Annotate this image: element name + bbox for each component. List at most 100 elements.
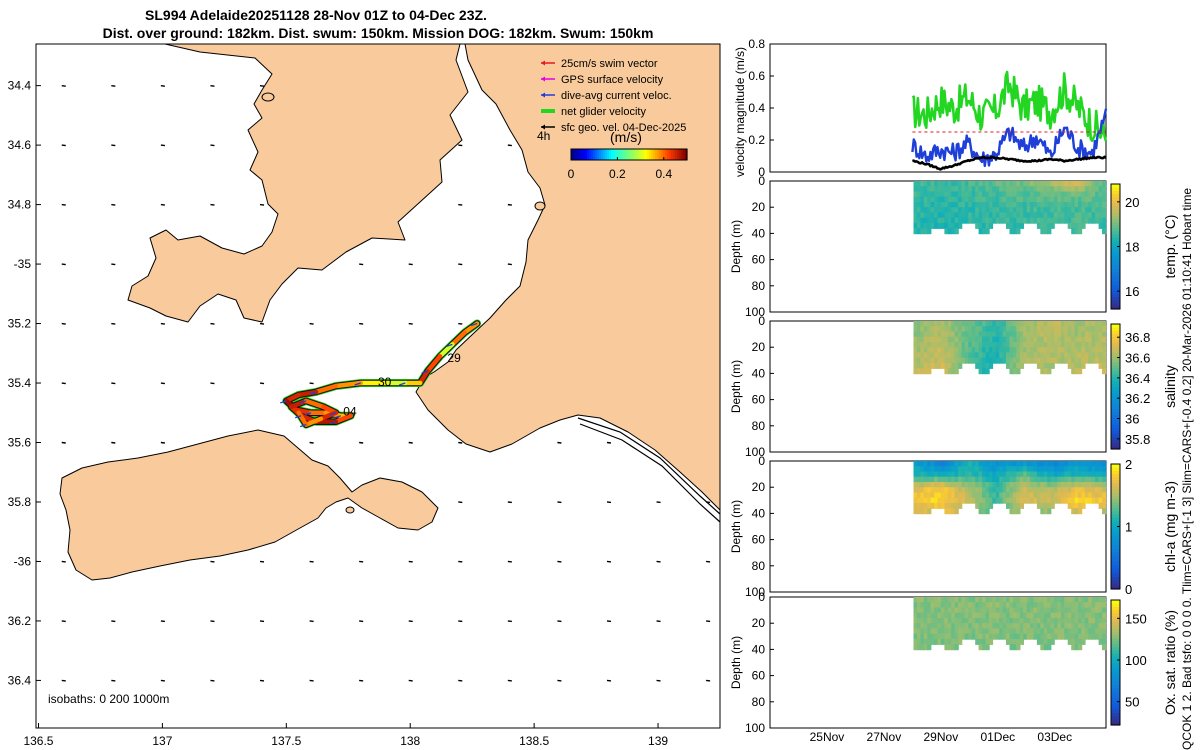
section-cell xyxy=(992,191,997,198)
section-cell xyxy=(988,476,994,483)
section-cell xyxy=(1054,618,1059,624)
section-cell xyxy=(934,196,939,203)
section-cell xyxy=(1036,461,1042,467)
section-cell xyxy=(1057,217,1062,224)
section-cell xyxy=(1043,181,1048,187)
section-cell xyxy=(954,191,959,198)
section-cell xyxy=(937,321,942,327)
section-cell xyxy=(1012,607,1018,614)
section-cell xyxy=(1081,191,1086,198)
section-cell xyxy=(968,191,973,198)
section-cell xyxy=(1088,191,1093,198)
section-cell xyxy=(975,612,980,619)
section-cell xyxy=(916,357,922,364)
section-cell xyxy=(927,618,932,624)
section-cell xyxy=(940,186,946,193)
section-cell xyxy=(954,217,959,224)
section-cell xyxy=(937,342,942,348)
section-cell xyxy=(1006,461,1011,467)
section-cell xyxy=(1026,623,1031,630)
section-cell xyxy=(1067,497,1072,504)
section-cell xyxy=(982,186,987,193)
section-cell xyxy=(985,597,990,603)
section-colorbar-cell xyxy=(1111,579,1120,584)
section-cell xyxy=(978,471,983,478)
section-cell xyxy=(927,321,932,327)
section-cell xyxy=(975,342,980,348)
section-cell xyxy=(958,623,963,630)
section-cell xyxy=(1016,222,1021,229)
section-cell xyxy=(930,607,935,614)
section-colorbar-cell xyxy=(1111,293,1120,298)
section-cell xyxy=(937,638,942,645)
section-cell xyxy=(1102,644,1107,651)
section-cell xyxy=(920,476,925,483)
section-cell xyxy=(1026,207,1031,214)
section-cell xyxy=(1009,607,1014,614)
section-cell xyxy=(947,638,952,645)
section-cell xyxy=(923,602,928,609)
section-cell xyxy=(1098,497,1103,504)
section-cell xyxy=(1036,492,1042,499)
section-cell xyxy=(954,362,959,369)
section-cell xyxy=(1098,618,1103,624)
section-cell xyxy=(988,202,994,208)
section-cell xyxy=(920,597,925,603)
section-cell xyxy=(988,331,994,338)
section-cell xyxy=(1012,644,1018,651)
section-cell xyxy=(1019,476,1024,483)
section-cell xyxy=(937,202,942,208)
section-cell xyxy=(1084,212,1090,219)
section-cell xyxy=(1102,623,1107,630)
section-colorbar-cell xyxy=(1111,510,1120,515)
section-cell xyxy=(1102,618,1107,624)
section-cell xyxy=(975,633,980,640)
section-cell xyxy=(954,181,959,187)
section-cell xyxy=(1043,321,1048,327)
section-cell xyxy=(999,186,1004,193)
section-cell xyxy=(1019,342,1024,348)
section-cell xyxy=(1057,461,1062,467)
section-colorbar-cell xyxy=(1111,517,1120,521)
section-cell xyxy=(1009,368,1014,375)
lat-tick-label: 36.4 xyxy=(8,673,32,687)
section-cell xyxy=(1016,181,1021,187)
section-cell xyxy=(1088,336,1093,343)
section-cell xyxy=(1064,357,1069,364)
section-cell xyxy=(964,196,970,203)
section-cell xyxy=(1071,357,1076,364)
section-cell xyxy=(1040,597,1045,603)
section-cell xyxy=(1095,181,1100,187)
section-cell xyxy=(1040,181,1045,187)
section-cell xyxy=(1040,212,1045,219)
section-cell xyxy=(1006,497,1011,504)
section-cell xyxy=(1047,222,1052,229)
section-cell xyxy=(1064,217,1069,224)
section-cell xyxy=(1060,186,1066,193)
section-cell xyxy=(1030,612,1035,619)
section-cell xyxy=(930,207,935,214)
section-cell xyxy=(916,352,922,359)
section-cell xyxy=(1023,352,1028,359)
section-cell xyxy=(992,212,997,219)
section-cell xyxy=(971,331,976,338)
section-cell xyxy=(985,612,990,619)
sfc-vel-arrow xyxy=(61,560,66,563)
section-cell xyxy=(995,326,1000,333)
section-cell xyxy=(1060,196,1066,203)
section-cell xyxy=(1098,461,1103,467)
section-cell xyxy=(1067,326,1072,333)
section-cell xyxy=(1078,508,1083,515)
section-colorbar-cell xyxy=(1111,582,1120,587)
section-cell xyxy=(937,623,942,630)
dive-avg-vector xyxy=(299,400,307,404)
section-cell xyxy=(944,181,949,187)
section-cell xyxy=(1098,181,1103,187)
section-cell xyxy=(1084,476,1090,483)
section-cell xyxy=(1023,497,1028,504)
section-cell xyxy=(1023,461,1028,467)
section-cell xyxy=(1002,623,1007,630)
section-cell xyxy=(1030,633,1035,640)
section-cell xyxy=(1095,342,1100,348)
section-cell xyxy=(971,217,976,224)
